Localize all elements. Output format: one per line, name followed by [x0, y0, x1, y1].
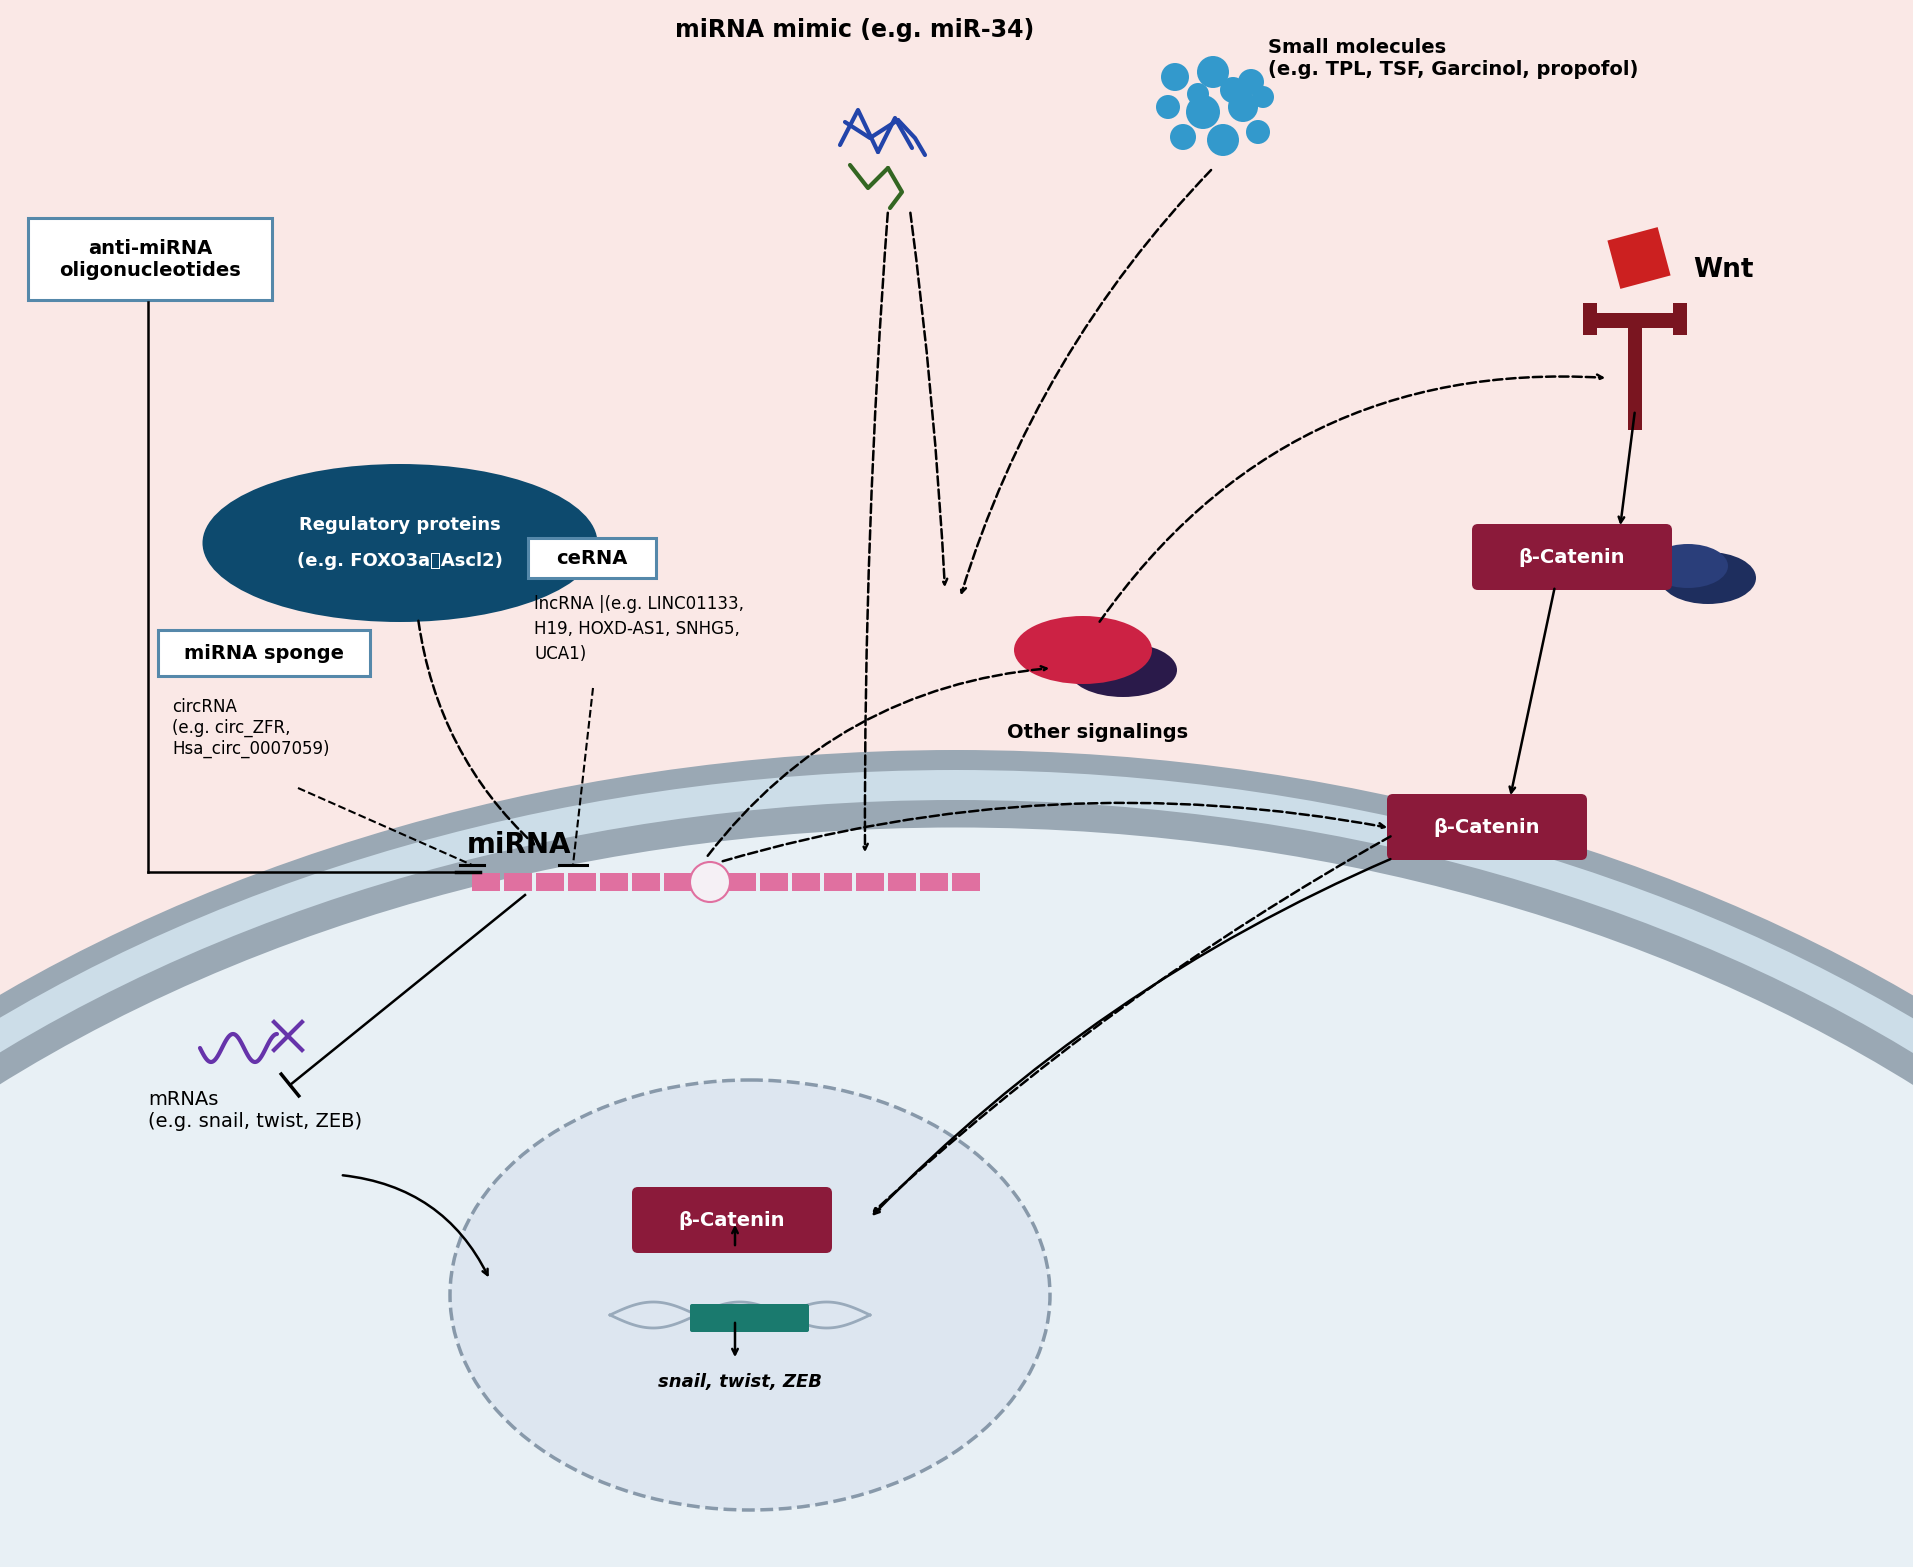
Bar	[1592, 313, 1680, 328]
Bar	[920, 873, 949, 892]
Bar	[792, 873, 821, 892]
Circle shape	[1220, 77, 1245, 103]
Text: β-Catenin: β-Catenin	[1433, 818, 1540, 837]
FancyBboxPatch shape	[159, 630, 369, 675]
FancyBboxPatch shape	[1471, 523, 1672, 591]
Ellipse shape	[1014, 616, 1152, 685]
Polygon shape	[1607, 227, 1670, 288]
Text: anti-miRNA
oligonucleotides: anti-miRNA oligonucleotides	[59, 238, 241, 279]
Bar	[1582, 302, 1597, 335]
Bar	[473, 873, 499, 892]
FancyBboxPatch shape	[631, 1186, 832, 1254]
Ellipse shape	[203, 464, 597, 622]
Ellipse shape	[450, 1080, 1050, 1511]
Bar	[759, 873, 788, 892]
Text: ceRNA: ceRNA	[557, 548, 627, 567]
Bar	[696, 873, 723, 892]
Text: Regulatory proteins: Regulatory proteins	[298, 516, 501, 534]
FancyBboxPatch shape	[1387, 794, 1588, 860]
Circle shape	[1245, 121, 1270, 144]
Ellipse shape	[0, 769, 1913, 1567]
Text: β-Catenin: β-Catenin	[1519, 547, 1626, 567]
Bar	[536, 873, 564, 892]
Ellipse shape	[0, 827, 1913, 1567]
Circle shape	[1251, 86, 1274, 108]
Bar	[0, 0, 1913, 390]
Text: miRNA sponge: miRNA sponge	[184, 644, 344, 663]
Bar	[601, 873, 627, 892]
Circle shape	[691, 862, 731, 903]
Bar	[888, 873, 916, 892]
Circle shape	[1161, 63, 1190, 91]
Text: snail, twist, ZEB: snail, twist, ZEB	[658, 1373, 823, 1391]
Text: Small molecules
(e.g. TPL, TSF, Garcinol, propofol): Small molecules (e.g. TPL, TSF, Garcinol…	[1268, 38, 1638, 78]
Text: mRNAs
(e.g. snail, twist, ZEB): mRNAs (e.g. snail, twist, ZEB)	[147, 1091, 362, 1131]
Bar	[855, 873, 884, 892]
Text: lncRNA |(e.g. LINC01133,
H19, HOXD-AS1, SNHG5,
UCA1): lncRNA |(e.g. LINC01133, H19, HOXD-AS1, …	[534, 595, 744, 663]
Text: circRNA
(e.g. circ_ZFR,
Hsa_circ_0007059): circRNA (e.g. circ_ZFR, Hsa_circ_0007059…	[172, 697, 329, 758]
Circle shape	[1238, 69, 1264, 96]
FancyBboxPatch shape	[691, 1304, 809, 1332]
Bar	[664, 873, 693, 892]
Circle shape	[1228, 92, 1259, 122]
Text: (e.g. FOXO3a、Ascl2): (e.g. FOXO3a、Ascl2)	[297, 552, 503, 570]
Bar	[631, 873, 660, 892]
Circle shape	[1155, 96, 1180, 119]
Bar	[568, 873, 597, 892]
Circle shape	[1186, 96, 1220, 128]
Ellipse shape	[1647, 544, 1727, 588]
Text: Other signalings: Other signalings	[1008, 722, 1188, 743]
Bar	[825, 873, 851, 892]
Ellipse shape	[1660, 552, 1756, 603]
FancyBboxPatch shape	[528, 537, 656, 578]
Bar	[1628, 315, 1641, 429]
Text: β-Catenin: β-Catenin	[679, 1210, 784, 1230]
Ellipse shape	[0, 751, 1913, 1567]
Bar	[503, 873, 532, 892]
Ellipse shape	[0, 801, 1913, 1567]
Bar	[729, 873, 756, 892]
FancyBboxPatch shape	[29, 218, 272, 299]
Circle shape	[1171, 124, 1196, 150]
Circle shape	[1186, 83, 1209, 105]
Circle shape	[1198, 56, 1228, 88]
Bar	[953, 873, 979, 892]
Ellipse shape	[1069, 642, 1176, 697]
Circle shape	[1207, 124, 1240, 157]
Text: Wnt: Wnt	[1693, 257, 1754, 284]
Text: miRNA mimic (e.g. miR-34): miRNA mimic (e.g. miR-34)	[675, 17, 1035, 42]
Text: miRNA: miRNA	[467, 831, 572, 859]
Bar	[1674, 302, 1687, 335]
